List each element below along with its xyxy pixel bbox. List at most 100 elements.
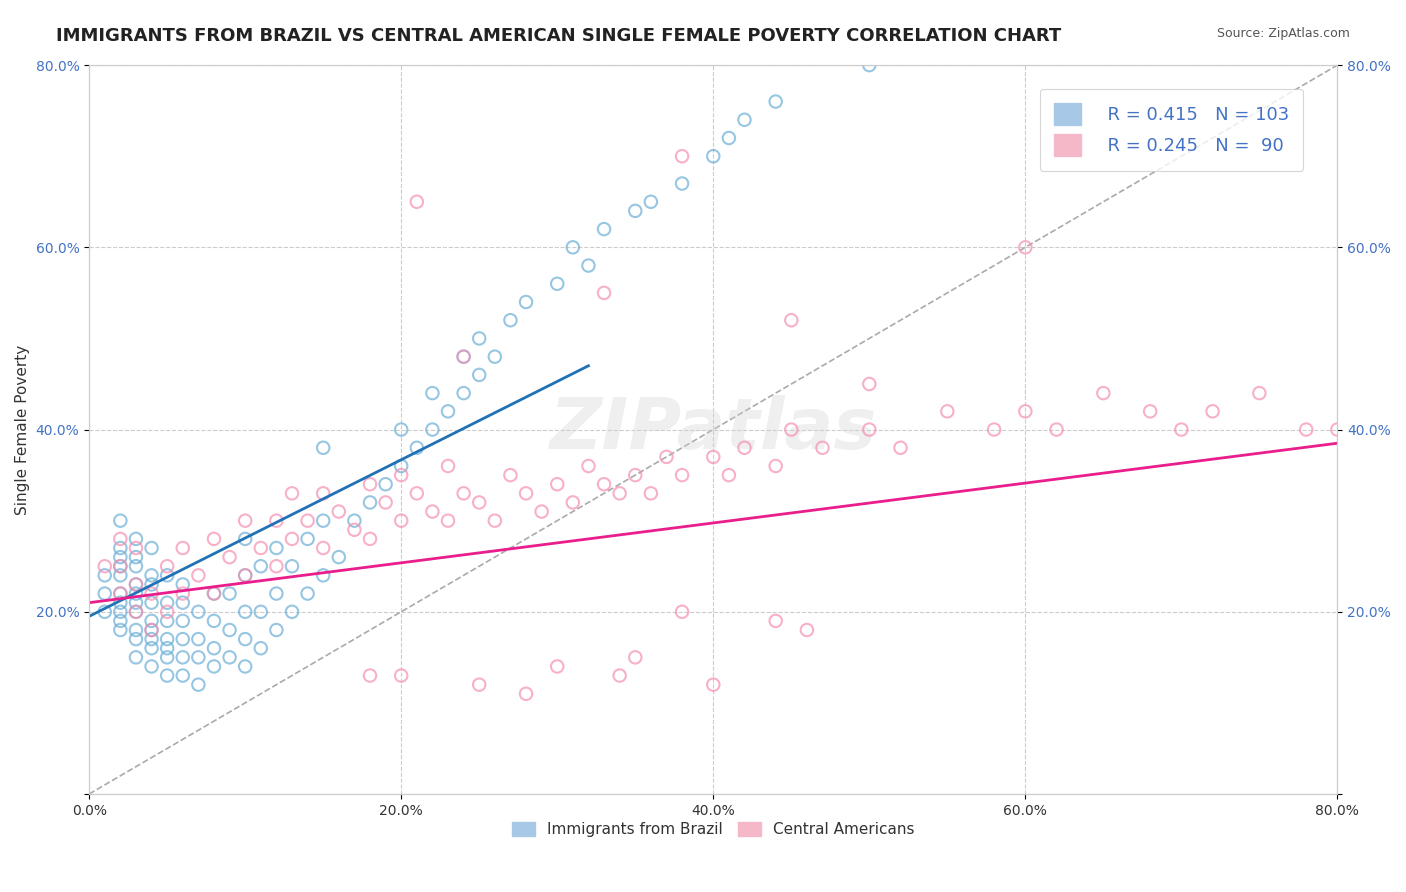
Point [578,458,600,473]
Point [422,423,444,437]
Point [422,386,444,401]
Point [312,568,335,582]
Point [780,423,803,437]
Point [1326,423,1348,437]
Point [780,313,803,327]
Point [110,623,132,637]
Point [187,650,209,665]
Point [858,423,880,437]
Point [156,605,179,619]
Point [141,541,163,555]
Point [702,450,724,464]
Point [1014,240,1036,254]
Point [297,586,319,600]
Point [110,550,132,565]
Point [593,222,616,236]
Point [297,532,319,546]
Point [249,641,271,656]
Point [1139,404,1161,418]
Point [702,678,724,692]
Point [312,514,335,528]
Point [110,514,132,528]
Point [765,95,787,109]
Point [156,668,179,682]
Point [202,614,225,628]
Point [453,350,475,364]
Point [172,596,194,610]
Point [141,641,163,656]
Point [343,514,366,528]
Point [734,441,756,455]
Point [110,559,132,574]
Point [468,678,491,692]
Point [858,376,880,391]
Point [266,586,288,600]
Point [218,650,240,665]
Point [125,650,148,665]
Point [156,614,179,628]
Y-axis label: Single Female Poverty: Single Female Poverty [15,344,30,515]
Point [156,632,179,646]
Point [156,596,179,610]
Point [593,285,616,300]
Point [515,486,537,500]
Point [530,504,553,518]
Point [94,568,117,582]
Point [202,532,225,546]
Point [233,568,256,582]
Point [141,577,163,591]
Point [671,149,693,163]
Point [453,486,475,500]
Point [312,486,335,500]
Point [233,568,256,582]
Point [389,668,412,682]
Point [468,368,491,382]
Point [281,605,304,619]
Point [125,605,148,619]
Point [1014,404,1036,418]
Point [936,404,959,418]
Point [125,596,148,610]
Point [389,514,412,528]
Point [374,477,396,491]
Point [671,605,693,619]
Point [218,623,240,637]
Point [141,659,163,673]
Point [202,586,225,600]
Point [172,650,194,665]
Point [281,532,304,546]
Point [484,350,506,364]
Point [125,632,148,646]
Point [156,650,179,665]
Point [640,486,662,500]
Point [765,458,787,473]
Point [110,532,132,546]
Point [389,468,412,483]
Point [359,477,381,491]
Point [343,523,366,537]
Point [578,259,600,273]
Point [405,486,427,500]
Point [468,495,491,509]
Point [281,559,304,574]
Point [437,514,460,528]
Point [624,468,647,483]
Point [1045,423,1067,437]
Point [218,586,240,600]
Point [172,586,194,600]
Point [1201,404,1223,418]
Point [671,468,693,483]
Point [249,559,271,574]
Point [484,514,506,528]
Point [156,568,179,582]
Point [437,404,460,418]
Point [811,441,834,455]
Point [125,586,148,600]
Point [172,668,194,682]
Point [187,678,209,692]
Point [233,532,256,546]
Point [609,668,631,682]
Point [889,441,911,455]
Point [110,559,132,574]
Point [359,532,381,546]
